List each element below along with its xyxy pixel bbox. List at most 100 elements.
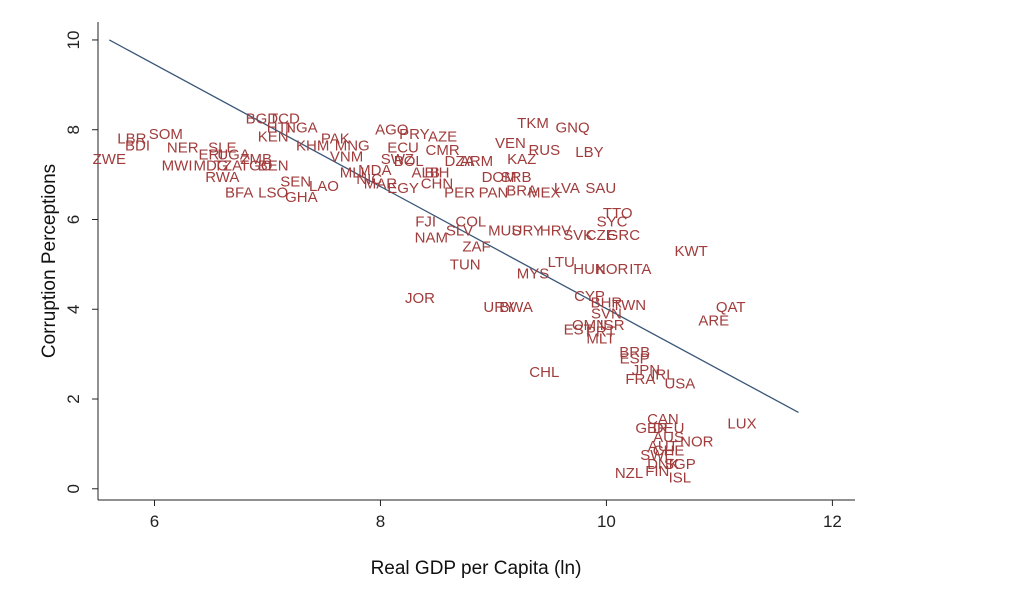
country-label: CAN [647,411,679,428]
country-label: SGP [664,456,696,473]
country-label: BRA [506,182,537,199]
country-label: ERI [198,146,223,163]
country-label: UGA [217,146,250,163]
country-label: URY [483,299,514,316]
country-label: ITA [629,261,651,278]
country-label: SVN [591,306,622,323]
country-label: HUN [573,261,606,278]
country-label: OMN [572,317,607,334]
y-tick-label: 2 [64,394,83,403]
country-label: SAU [585,180,616,197]
country-label: AUS [653,429,684,446]
country-label: MLI [340,164,365,181]
country-label: TGO [240,158,273,175]
x-axis-ticks: 6 8 10 12 [150,500,842,531]
country-label: LVA [554,180,580,197]
country-label: PAK [321,131,350,148]
country-label: LTU [548,254,575,271]
country-label: CYP [574,288,605,305]
plot-frame [97,22,855,501]
y-axis-title: Corruption Perceptions [39,164,60,358]
country-label: CHE [653,443,685,460]
x-tick-label: 8 [376,512,385,531]
country-label: ARM [460,153,493,170]
country-label: NIC [356,171,382,188]
country-label: SLV [446,223,473,240]
y-tick-label: 6 [64,215,83,224]
country-label: DOM [482,169,517,186]
country-label: MAR [364,176,398,193]
country-label: VEN [495,135,526,152]
x-tick-label: 12 [823,512,842,531]
country-label: URY [512,223,543,240]
y-axis-ticks: 0 2 4 6 8 10 [64,30,98,494]
country-label: MLT [586,330,615,347]
fit-line [108,39,799,414]
country-label: ZMB [240,151,272,168]
country-label: MWI [162,158,193,175]
country-label: MYS [517,265,550,282]
country-label: MNG [335,137,370,154]
country-label: PRY [399,126,430,143]
country-label: SWZ [381,151,414,168]
country-label: NGA [285,119,318,136]
country-label: KEN [258,128,289,145]
country-label: MEX [528,185,561,202]
country-label: PAN [479,185,509,202]
country-label: JPN [632,362,660,379]
country-label: RWA [205,169,239,186]
country-label: BHR [591,295,623,312]
country-label: BEN [258,158,289,175]
country-label: MUS [488,223,521,240]
y-tick-label: 8 [64,125,83,134]
country-label: COL [455,214,486,231]
country-label: KHM [296,137,329,154]
country-label: SEN [280,173,311,190]
country-label: BRB [619,344,650,361]
country-label: ESP [620,351,650,368]
country-label: TUN [450,256,481,273]
country-label: GRC [607,227,641,244]
country-label: HRV [540,223,571,240]
country-label: BGD [246,110,279,127]
x-axis-title: Real GDP per Capita (ln) [371,558,582,579]
country-label: SOM [149,126,183,143]
country-label: GNQ [555,119,589,136]
country-label: NER [167,140,199,157]
country-label: TWN [612,297,646,314]
y-tick-label: 0 [64,484,83,493]
country-label: AZE [428,128,457,145]
country-label: ISR [600,317,625,334]
country-label: NAM [415,229,448,246]
x-tick-label: 10 [597,512,616,531]
country-label: BFA [225,185,253,202]
country-label: PER [444,185,475,202]
country-label: KWT [675,243,708,260]
country-label: TTO [603,205,633,222]
country-label: ZAF [462,238,490,255]
country-label: ARE [698,312,729,329]
y-tick-label: 4 [64,305,83,314]
country-label: KOR [596,261,629,278]
country-label: CHL [529,364,559,381]
country-label: BDI [125,137,150,154]
country-label: EGY [387,180,419,197]
fit-line-group [108,39,799,414]
country-label: MDG [193,158,228,175]
country-label: DEU [653,420,685,437]
country-label: SVK [563,227,593,244]
country-label: BOL [394,153,424,170]
country-label: USA [664,375,695,392]
country-label: CMR [426,142,460,159]
country-label: NZL [615,465,643,482]
country-label: SRB [501,169,532,186]
country-label: TKM [517,115,549,132]
country-label: LAO [309,178,339,195]
country-label: IRL [651,366,674,383]
country-label: FRA [625,371,655,388]
country-label: LBR [117,131,146,148]
country-label: ZWE [93,151,126,168]
country-label: JOR [405,290,435,307]
